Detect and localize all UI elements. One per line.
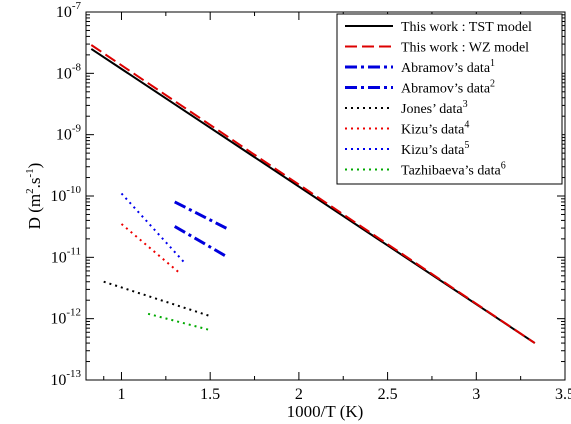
legend-label-1: This work : TST model <box>401 20 532 35</box>
x-tick-label: 1.5 <box>200 386 220 403</box>
legend-label-5: Jones’ data3 <box>401 99 468 117</box>
legend-box <box>336 13 563 185</box>
x-axis-label: 1000/T (K) <box>287 402 364 421</box>
y-tick-label: 10-10 <box>50 184 81 205</box>
x-tick-label: 2.5 <box>378 386 398 403</box>
x-tick-label: 1 <box>117 386 125 403</box>
x-tick-label: 3.5 <box>555 386 571 403</box>
series-line-4 <box>173 225 229 259</box>
series-line-2 <box>90 44 536 344</box>
legend-label-8: Tazhibaeva’s data6 <box>401 161 506 179</box>
series-line-8 <box>147 312 211 332</box>
y-axis-label-base: D (m <box>25 194 44 229</box>
y-tick-label: 10-13 <box>50 368 81 389</box>
legend-label-2: This work : WZ model <box>401 41 529 56</box>
legend-label-4: Abramov’s data2 <box>401 79 495 97</box>
series-line-3 <box>174 200 229 231</box>
y-tick-label: 10-7 <box>56 0 82 21</box>
y-tick-label: 10-11 <box>51 245 81 266</box>
series-line-6 <box>120 223 181 275</box>
y-tick-label: 10-8 <box>56 61 82 82</box>
y-axis-label-exp2: -1 <box>24 168 36 177</box>
ticks-layer: 1 1.5 2 2.5 3 3.5 10-13 10-12 10-11 10-10 10-9 10-8… <box>50 0 571 403</box>
series-layer <box>90 44 536 344</box>
legend-label-6: Kizu’s data4 <box>401 120 469 138</box>
legend-label-3: Abramov’s data1 <box>401 58 495 76</box>
legend-label-7: Kizu’s data5 <box>401 140 469 158</box>
y-axis-label-exp1: 2 <box>24 188 36 194</box>
y-tick-label: 10-12 <box>50 307 81 328</box>
legend: This work : TST model This work : WZ mode… <box>336 13 563 185</box>
y-tick-label: 10-9 <box>56 123 82 144</box>
x-tick-label: 3 <box>472 386 480 403</box>
y-axis-label-mid: .s <box>25 178 44 189</box>
y-axis-label: D (m2.s-1) <box>24 163 44 230</box>
x-tick-label: 2 <box>295 386 303 403</box>
y-axis-label-end: ) <box>25 163 44 169</box>
series-line-5 <box>103 280 211 318</box>
